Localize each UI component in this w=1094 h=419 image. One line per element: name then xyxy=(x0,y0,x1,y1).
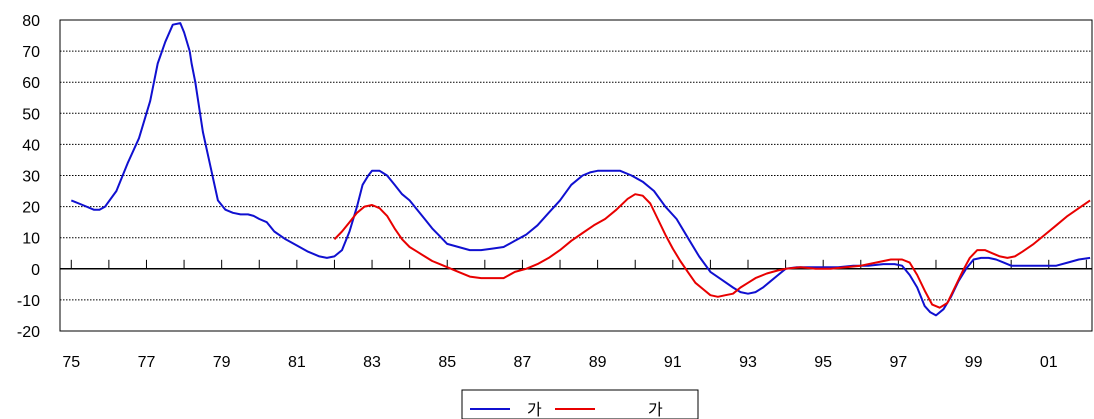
y-tick-label: 80 xyxy=(22,13,40,30)
y-tick-label: 10 xyxy=(22,231,40,248)
x-tick-label: 81 xyxy=(288,354,306,371)
y-tick-label: -20 xyxy=(17,324,40,341)
y-tick-label: 30 xyxy=(22,169,40,186)
x-tick-label: 89 xyxy=(589,354,607,371)
y-tick-labels: 80 70 60 50 40 30 20 10 0 -10 -20 xyxy=(17,13,40,341)
y-tick-label: -10 xyxy=(17,293,40,310)
x-tick-label: 87 xyxy=(514,354,532,371)
legend-box xyxy=(461,389,699,419)
x-tick-label: 97 xyxy=(889,354,907,371)
y-tick-label: 20 xyxy=(22,200,40,217)
x-tick-label: 85 xyxy=(438,354,456,371)
series-line-1 xyxy=(70,22,1091,317)
legend-label-series-1: 가 xyxy=(527,400,542,419)
x-tick-label: 77 xyxy=(138,354,156,371)
y-tick-label: 0 xyxy=(31,262,40,279)
legend-label-series-2: 가 xyxy=(648,400,663,419)
y-tick-label: 50 xyxy=(22,106,40,123)
plot-frame xyxy=(59,19,1093,332)
x-tick-label: 75 xyxy=(62,354,80,371)
x-tick-label: 83 xyxy=(363,354,381,371)
legend: 가 가 xyxy=(461,389,699,419)
x-tick-label: 95 xyxy=(814,354,832,371)
x-tick-labels: 75 77 79 81 83 85 87 89 91 93 95 97 99 01 xyxy=(62,354,1057,371)
gridlines xyxy=(60,19,1092,301)
x-tick-label: 01 xyxy=(1040,354,1058,371)
y-tick-label: 60 xyxy=(22,75,40,92)
x-tick-label: 79 xyxy=(213,354,231,371)
x-tick-label: 93 xyxy=(739,354,757,371)
series-line-2 xyxy=(333,193,1091,309)
x-tick-label: 99 xyxy=(965,354,983,371)
y-tick-label: 40 xyxy=(22,137,40,154)
x-tick-label: 91 xyxy=(664,354,682,371)
series-lines xyxy=(70,22,1091,317)
y-tick-label: 70 xyxy=(22,44,40,61)
axes xyxy=(59,19,1093,332)
